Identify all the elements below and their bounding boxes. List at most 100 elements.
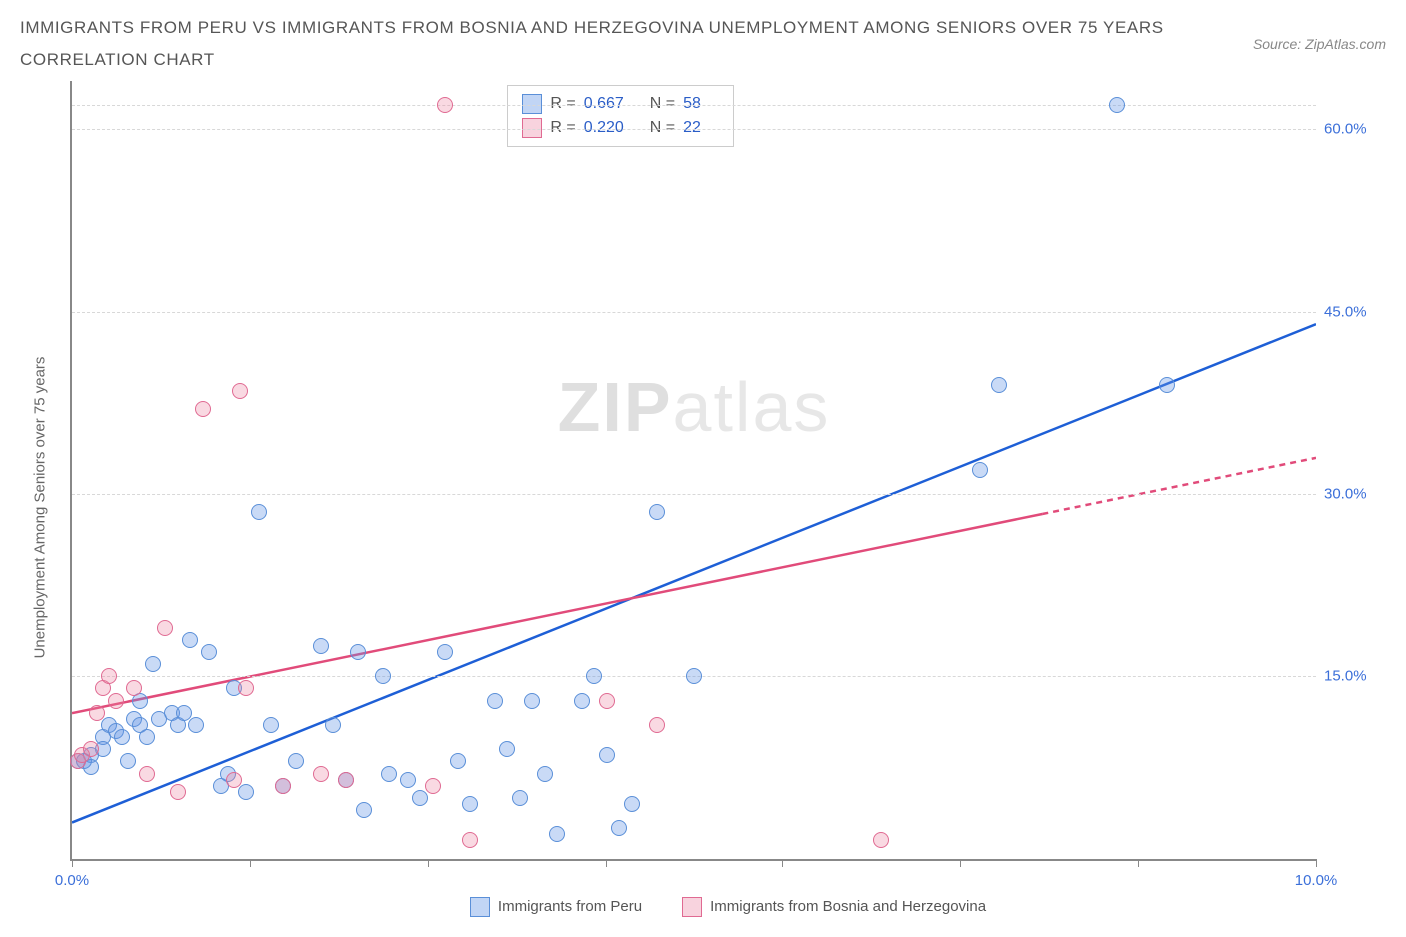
data-point-peru bbox=[145, 656, 161, 672]
data-point-peru bbox=[991, 377, 1007, 393]
data-point-bosnia bbox=[108, 693, 124, 709]
data-point-bosnia bbox=[226, 772, 242, 788]
data-point-bosnia bbox=[83, 741, 99, 757]
y-tick-label: 15.0% bbox=[1324, 668, 1384, 685]
data-point-bosnia bbox=[425, 778, 441, 794]
x-tick-label: 10.0% bbox=[1295, 872, 1338, 889]
data-point-peru bbox=[412, 790, 428, 806]
data-point-bosnia bbox=[313, 766, 329, 782]
data-point-peru bbox=[139, 729, 155, 745]
bosnia-n-value: 22 bbox=[683, 119, 701, 137]
data-point-peru bbox=[350, 644, 366, 660]
trend-lines bbox=[72, 81, 1316, 859]
watermark: ZIPatlas bbox=[558, 367, 831, 447]
data-point-bosnia bbox=[139, 766, 155, 782]
data-point-bosnia bbox=[649, 717, 665, 733]
data-point-peru bbox=[120, 753, 136, 769]
data-point-peru bbox=[381, 766, 397, 782]
data-point-peru bbox=[263, 717, 279, 733]
data-point-peru bbox=[325, 717, 341, 733]
data-point-bosnia bbox=[462, 832, 478, 848]
data-point-peru bbox=[375, 668, 391, 684]
data-point-peru bbox=[450, 753, 466, 769]
x-tick bbox=[606, 859, 607, 867]
x-tick bbox=[1316, 859, 1317, 867]
peru-n-value: 58 bbox=[683, 95, 701, 113]
y-tick-label: 30.0% bbox=[1324, 485, 1384, 502]
x-tick-label: 0.0% bbox=[55, 872, 89, 889]
data-point-peru bbox=[499, 741, 515, 757]
data-point-peru bbox=[251, 504, 267, 520]
data-point-peru bbox=[524, 693, 540, 709]
correlation-legend: R = 0.667 N = 58 R = 0.220 N = 22 bbox=[507, 85, 734, 147]
trendline-bosnia bbox=[72, 514, 1042, 713]
data-point-peru bbox=[537, 766, 553, 782]
swatch-pink bbox=[682, 897, 702, 917]
x-tick bbox=[250, 859, 251, 867]
data-point-bosnia bbox=[195, 401, 211, 417]
data-point-peru bbox=[238, 784, 254, 800]
gridline-h bbox=[72, 129, 1316, 130]
data-point-bosnia bbox=[599, 693, 615, 709]
data-point-peru bbox=[611, 820, 627, 836]
data-point-peru bbox=[599, 747, 615, 763]
source-attribution: Source: ZipAtlas.com bbox=[1253, 36, 1386, 52]
data-point-peru bbox=[437, 644, 453, 660]
data-point-peru bbox=[462, 796, 478, 812]
y-axis-label: Unemployment Among Seniors over 75 years bbox=[32, 356, 49, 658]
y-tick-label: 45.0% bbox=[1324, 303, 1384, 320]
data-point-bosnia bbox=[170, 784, 186, 800]
data-point-peru bbox=[356, 802, 372, 818]
data-point-peru bbox=[649, 504, 665, 520]
data-point-bosnia bbox=[157, 620, 173, 636]
data-point-peru bbox=[188, 717, 204, 733]
swatch-pink bbox=[522, 118, 542, 138]
data-point-bosnia bbox=[275, 778, 291, 794]
data-point-peru bbox=[686, 668, 702, 684]
data-point-bosnia bbox=[101, 668, 117, 684]
data-point-peru bbox=[400, 772, 416, 788]
data-point-bosnia bbox=[873, 832, 889, 848]
data-point-peru bbox=[114, 729, 130, 745]
title-line-1: IMMIGRANTS FROM PERU VS IMMIGRANTS FROM … bbox=[20, 18, 1164, 37]
chart-container: Unemployment Among Seniors over 75 years… bbox=[20, 81, 1386, 917]
peru-r-value: 0.667 bbox=[584, 95, 624, 113]
data-point-peru bbox=[1159, 377, 1175, 393]
data-point-peru bbox=[182, 632, 198, 648]
data-point-bosnia bbox=[238, 680, 254, 696]
chart-title: IMMIGRANTS FROM PERU VS IMMIGRANTS FROM … bbox=[20, 12, 1164, 77]
series-legend: Immigrants from Peru Immigrants from Bos… bbox=[70, 897, 1386, 917]
legend-item-bosnia: Immigrants from Bosnia and Herzegovina bbox=[682, 897, 986, 917]
x-tick bbox=[72, 859, 73, 867]
data-point-peru bbox=[574, 693, 590, 709]
plot-area: ZIPatlas R = 0.667 N = 58 R = 0.220 N = … bbox=[70, 81, 1316, 861]
swatch-blue bbox=[470, 897, 490, 917]
data-point-peru bbox=[313, 638, 329, 654]
legend-row-bosnia: R = 0.220 N = 22 bbox=[522, 116, 719, 140]
x-tick bbox=[960, 859, 961, 867]
data-point-peru bbox=[549, 826, 565, 842]
data-point-peru bbox=[624, 796, 640, 812]
data-point-bosnia bbox=[232, 383, 248, 399]
bosnia-r-value: 0.220 bbox=[584, 119, 624, 137]
title-line-2: CORRELATION CHART bbox=[20, 50, 215, 69]
data-point-bosnia bbox=[338, 772, 354, 788]
trendline-bosnia bbox=[1042, 457, 1316, 513]
data-point-peru bbox=[586, 668, 602, 684]
y-tick-label: 60.0% bbox=[1324, 121, 1384, 138]
gridline-h bbox=[72, 494, 1316, 495]
x-tick bbox=[782, 859, 783, 867]
data-point-bosnia bbox=[126, 680, 142, 696]
legend-row-peru: R = 0.667 N = 58 bbox=[522, 92, 719, 116]
x-tick bbox=[1138, 859, 1139, 867]
data-point-peru bbox=[1109, 97, 1125, 113]
legend-item-peru: Immigrants from Peru bbox=[470, 897, 642, 917]
data-point-bosnia bbox=[89, 705, 105, 721]
data-point-peru bbox=[176, 705, 192, 721]
data-point-peru bbox=[201, 644, 217, 660]
data-point-bosnia bbox=[437, 97, 453, 113]
data-point-peru bbox=[512, 790, 528, 806]
gridline-h bbox=[72, 312, 1316, 313]
gridline-h bbox=[72, 105, 1316, 106]
data-point-peru bbox=[288, 753, 304, 769]
